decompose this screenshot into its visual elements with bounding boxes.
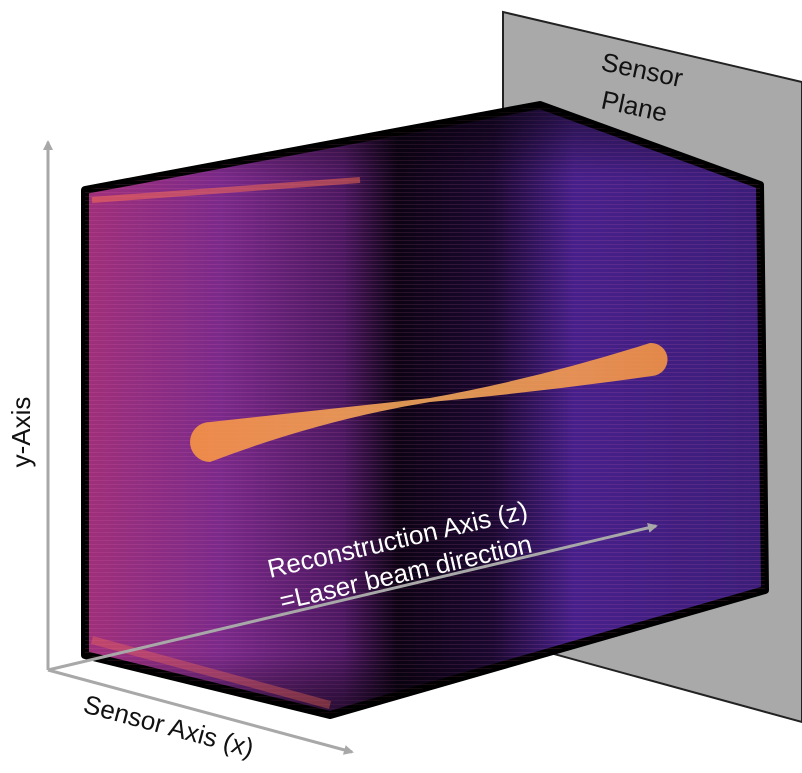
y-axis-label: y-Axis [6, 397, 36, 468]
x-axis-label: Sensor Axis (x) [80, 689, 257, 763]
figure: Sensor Plane y-Axis Sensor Axis (x) Reco… [0, 0, 802, 773]
